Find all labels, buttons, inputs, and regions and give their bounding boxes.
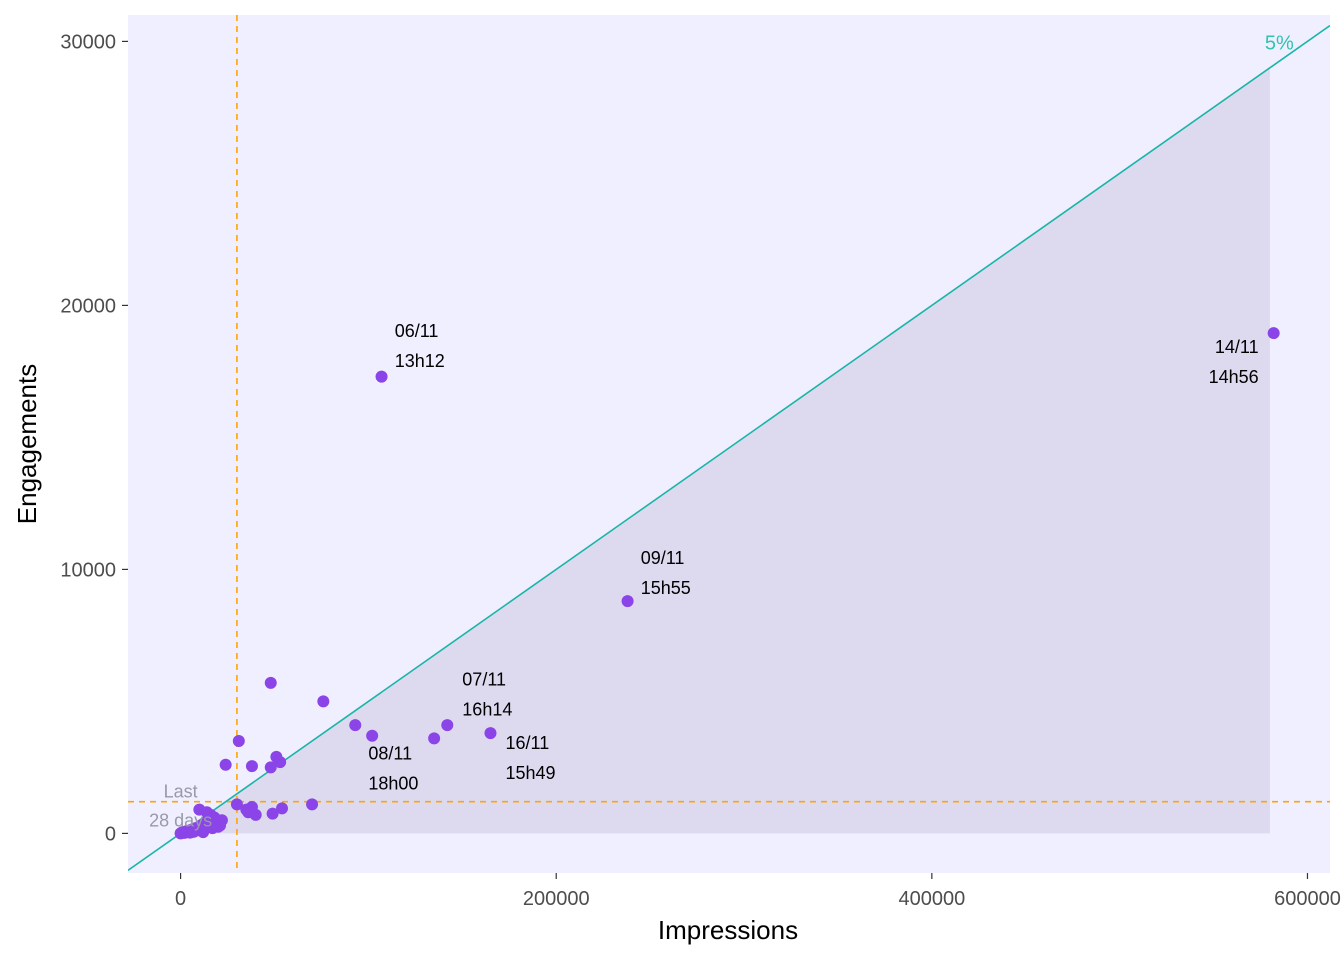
point-annotation-line: 13h12 xyxy=(395,351,445,371)
point-annotation: 08/11 18h00 xyxy=(368,743,418,793)
x-tick-label: 600000 xyxy=(1274,888,1341,910)
x-tick-label: 200000 xyxy=(523,888,590,910)
point-annotation: 09/11 15h55 xyxy=(641,548,691,598)
point-annotation-line: 09/11 xyxy=(641,548,685,568)
data-point xyxy=(484,727,497,740)
y-tick-label: 20000 xyxy=(60,295,116,317)
point-annotation-line: 06/11 xyxy=(395,321,439,341)
x-tick-label: 400000 xyxy=(898,888,965,910)
y-tick-label: 30000 xyxy=(60,31,116,53)
point-annotation-line: 16/11 xyxy=(506,733,550,753)
data-point xyxy=(366,729,379,742)
y-axis-title: Engagements xyxy=(12,364,42,524)
data-point xyxy=(232,735,245,747)
data-point xyxy=(219,758,232,771)
point-annotation-line: 15h49 xyxy=(506,763,556,783)
reference-rate-label: 5% xyxy=(1265,32,1294,54)
avg-label: Last 28 days xyxy=(149,782,212,831)
data-point xyxy=(230,798,243,811)
data-point xyxy=(317,695,330,708)
data-point xyxy=(215,814,228,827)
y-tick-label: 10000 xyxy=(60,559,116,581)
data-point xyxy=(441,719,454,732)
point-annotation-line: 18h00 xyxy=(368,773,418,793)
point-annotation-line: 14/11 xyxy=(1215,337,1259,357)
data-point xyxy=(249,808,262,821)
data-point xyxy=(349,719,362,732)
data-point xyxy=(306,798,319,811)
y-tick-label: 0 xyxy=(105,823,116,845)
data-point xyxy=(274,756,287,769)
point-annotation-line: 15h55 xyxy=(641,578,691,598)
point-annotation: 14/11 14h56 xyxy=(1209,337,1259,387)
avg-label-line: Last xyxy=(164,782,198,802)
data-point xyxy=(1267,327,1280,340)
point-annotation: 16/11 15h49 xyxy=(506,733,556,783)
data-point xyxy=(276,802,289,815)
data-point xyxy=(264,676,277,689)
x-tick-label: 0 xyxy=(175,888,186,910)
data-point xyxy=(375,370,388,383)
point-annotation-line: 08/11 xyxy=(368,743,412,763)
data-point xyxy=(266,807,279,820)
data-point xyxy=(197,826,210,839)
data-point xyxy=(428,732,441,745)
point-annotation-line: 14h56 xyxy=(1209,367,1259,387)
reference-rate-line xyxy=(128,24,1330,872)
point-annotation-line: 16h14 xyxy=(462,700,512,720)
data-point xyxy=(621,595,634,608)
x-axis-title: Impressions xyxy=(658,915,798,945)
point-annotation-line: 07/11 xyxy=(462,670,506,690)
avg-label-line: 28 days xyxy=(149,811,212,831)
data-point xyxy=(245,760,258,773)
data-point xyxy=(264,761,277,774)
point-annotation: 06/11 13h12 xyxy=(395,321,445,371)
point-annotation: 07/11 16h14 xyxy=(462,670,512,720)
